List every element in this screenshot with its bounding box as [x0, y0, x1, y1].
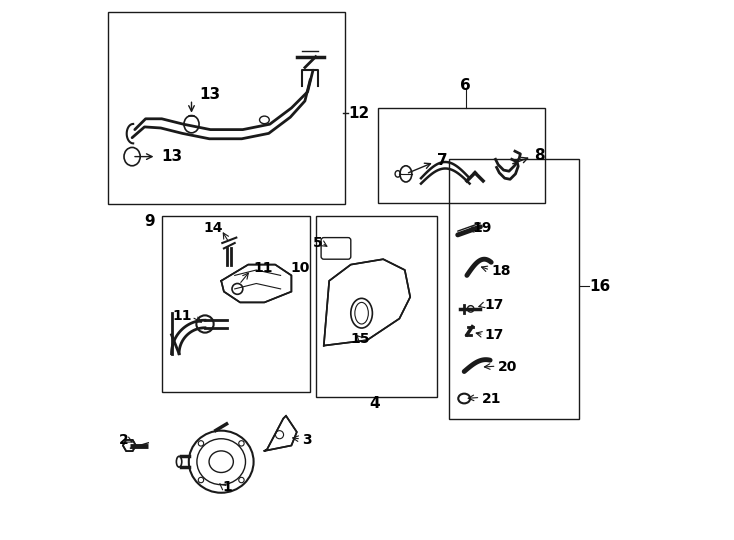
Text: 12: 12: [348, 106, 369, 121]
Text: 11: 11: [254, 261, 273, 275]
Text: 21: 21: [482, 392, 501, 406]
Text: 16: 16: [589, 279, 611, 294]
Bar: [378, 108, 545, 202]
Text: 3: 3: [302, 433, 312, 447]
Text: 10: 10: [291, 261, 310, 275]
Text: 11: 11: [172, 309, 192, 323]
Text: 5: 5: [313, 236, 323, 250]
Polygon shape: [264, 416, 297, 451]
Text: 15: 15: [350, 332, 370, 346]
Bar: [161, 216, 310, 392]
Text: 13: 13: [161, 149, 183, 164]
Text: 7: 7: [437, 153, 448, 168]
Bar: [449, 159, 578, 418]
Polygon shape: [123, 440, 136, 451]
Text: 1: 1: [222, 480, 232, 494]
Polygon shape: [221, 265, 291, 302]
Text: 17: 17: [484, 328, 504, 342]
Text: 6: 6: [460, 78, 471, 93]
Polygon shape: [324, 259, 410, 346]
Text: 20: 20: [498, 360, 517, 374]
Text: 17: 17: [484, 298, 504, 312]
Text: 2: 2: [119, 433, 128, 447]
Bar: [108, 12, 346, 204]
Text: 14: 14: [203, 221, 223, 235]
Text: 9: 9: [145, 214, 156, 229]
Text: 8: 8: [534, 148, 545, 163]
Bar: [316, 216, 437, 397]
Text: 19: 19: [472, 221, 492, 235]
Text: 18: 18: [491, 264, 511, 278]
Text: 13: 13: [200, 87, 221, 102]
Text: 4: 4: [370, 396, 380, 411]
